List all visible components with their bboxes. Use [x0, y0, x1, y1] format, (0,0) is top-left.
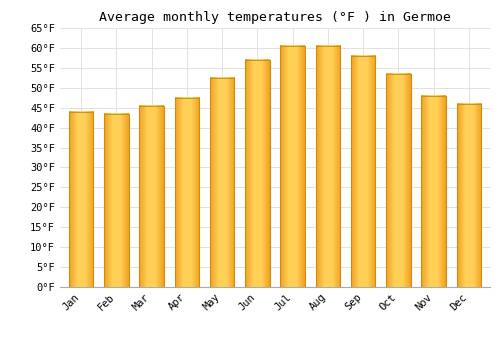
Bar — [104, 114, 128, 287]
Bar — [69, 112, 94, 287]
Bar — [210, 78, 234, 287]
Bar — [386, 74, 410, 287]
Bar — [140, 106, 164, 287]
Bar — [456, 104, 481, 287]
Bar — [316, 46, 340, 287]
Bar — [316, 46, 340, 287]
Bar — [422, 96, 446, 287]
Bar — [174, 98, 199, 287]
Bar — [245, 60, 270, 287]
Bar — [280, 46, 305, 287]
Bar — [104, 114, 128, 287]
Bar — [280, 46, 305, 287]
Bar — [456, 104, 481, 287]
Bar — [351, 56, 376, 287]
Bar — [140, 106, 164, 287]
Bar — [174, 98, 199, 287]
Bar — [210, 78, 234, 287]
Title: Average monthly temperatures (°F ) in Germoe: Average monthly temperatures (°F ) in Ge… — [99, 11, 451, 24]
Bar — [422, 96, 446, 287]
Bar — [386, 74, 410, 287]
Bar — [69, 112, 94, 287]
Bar — [351, 56, 376, 287]
Bar — [245, 60, 270, 287]
